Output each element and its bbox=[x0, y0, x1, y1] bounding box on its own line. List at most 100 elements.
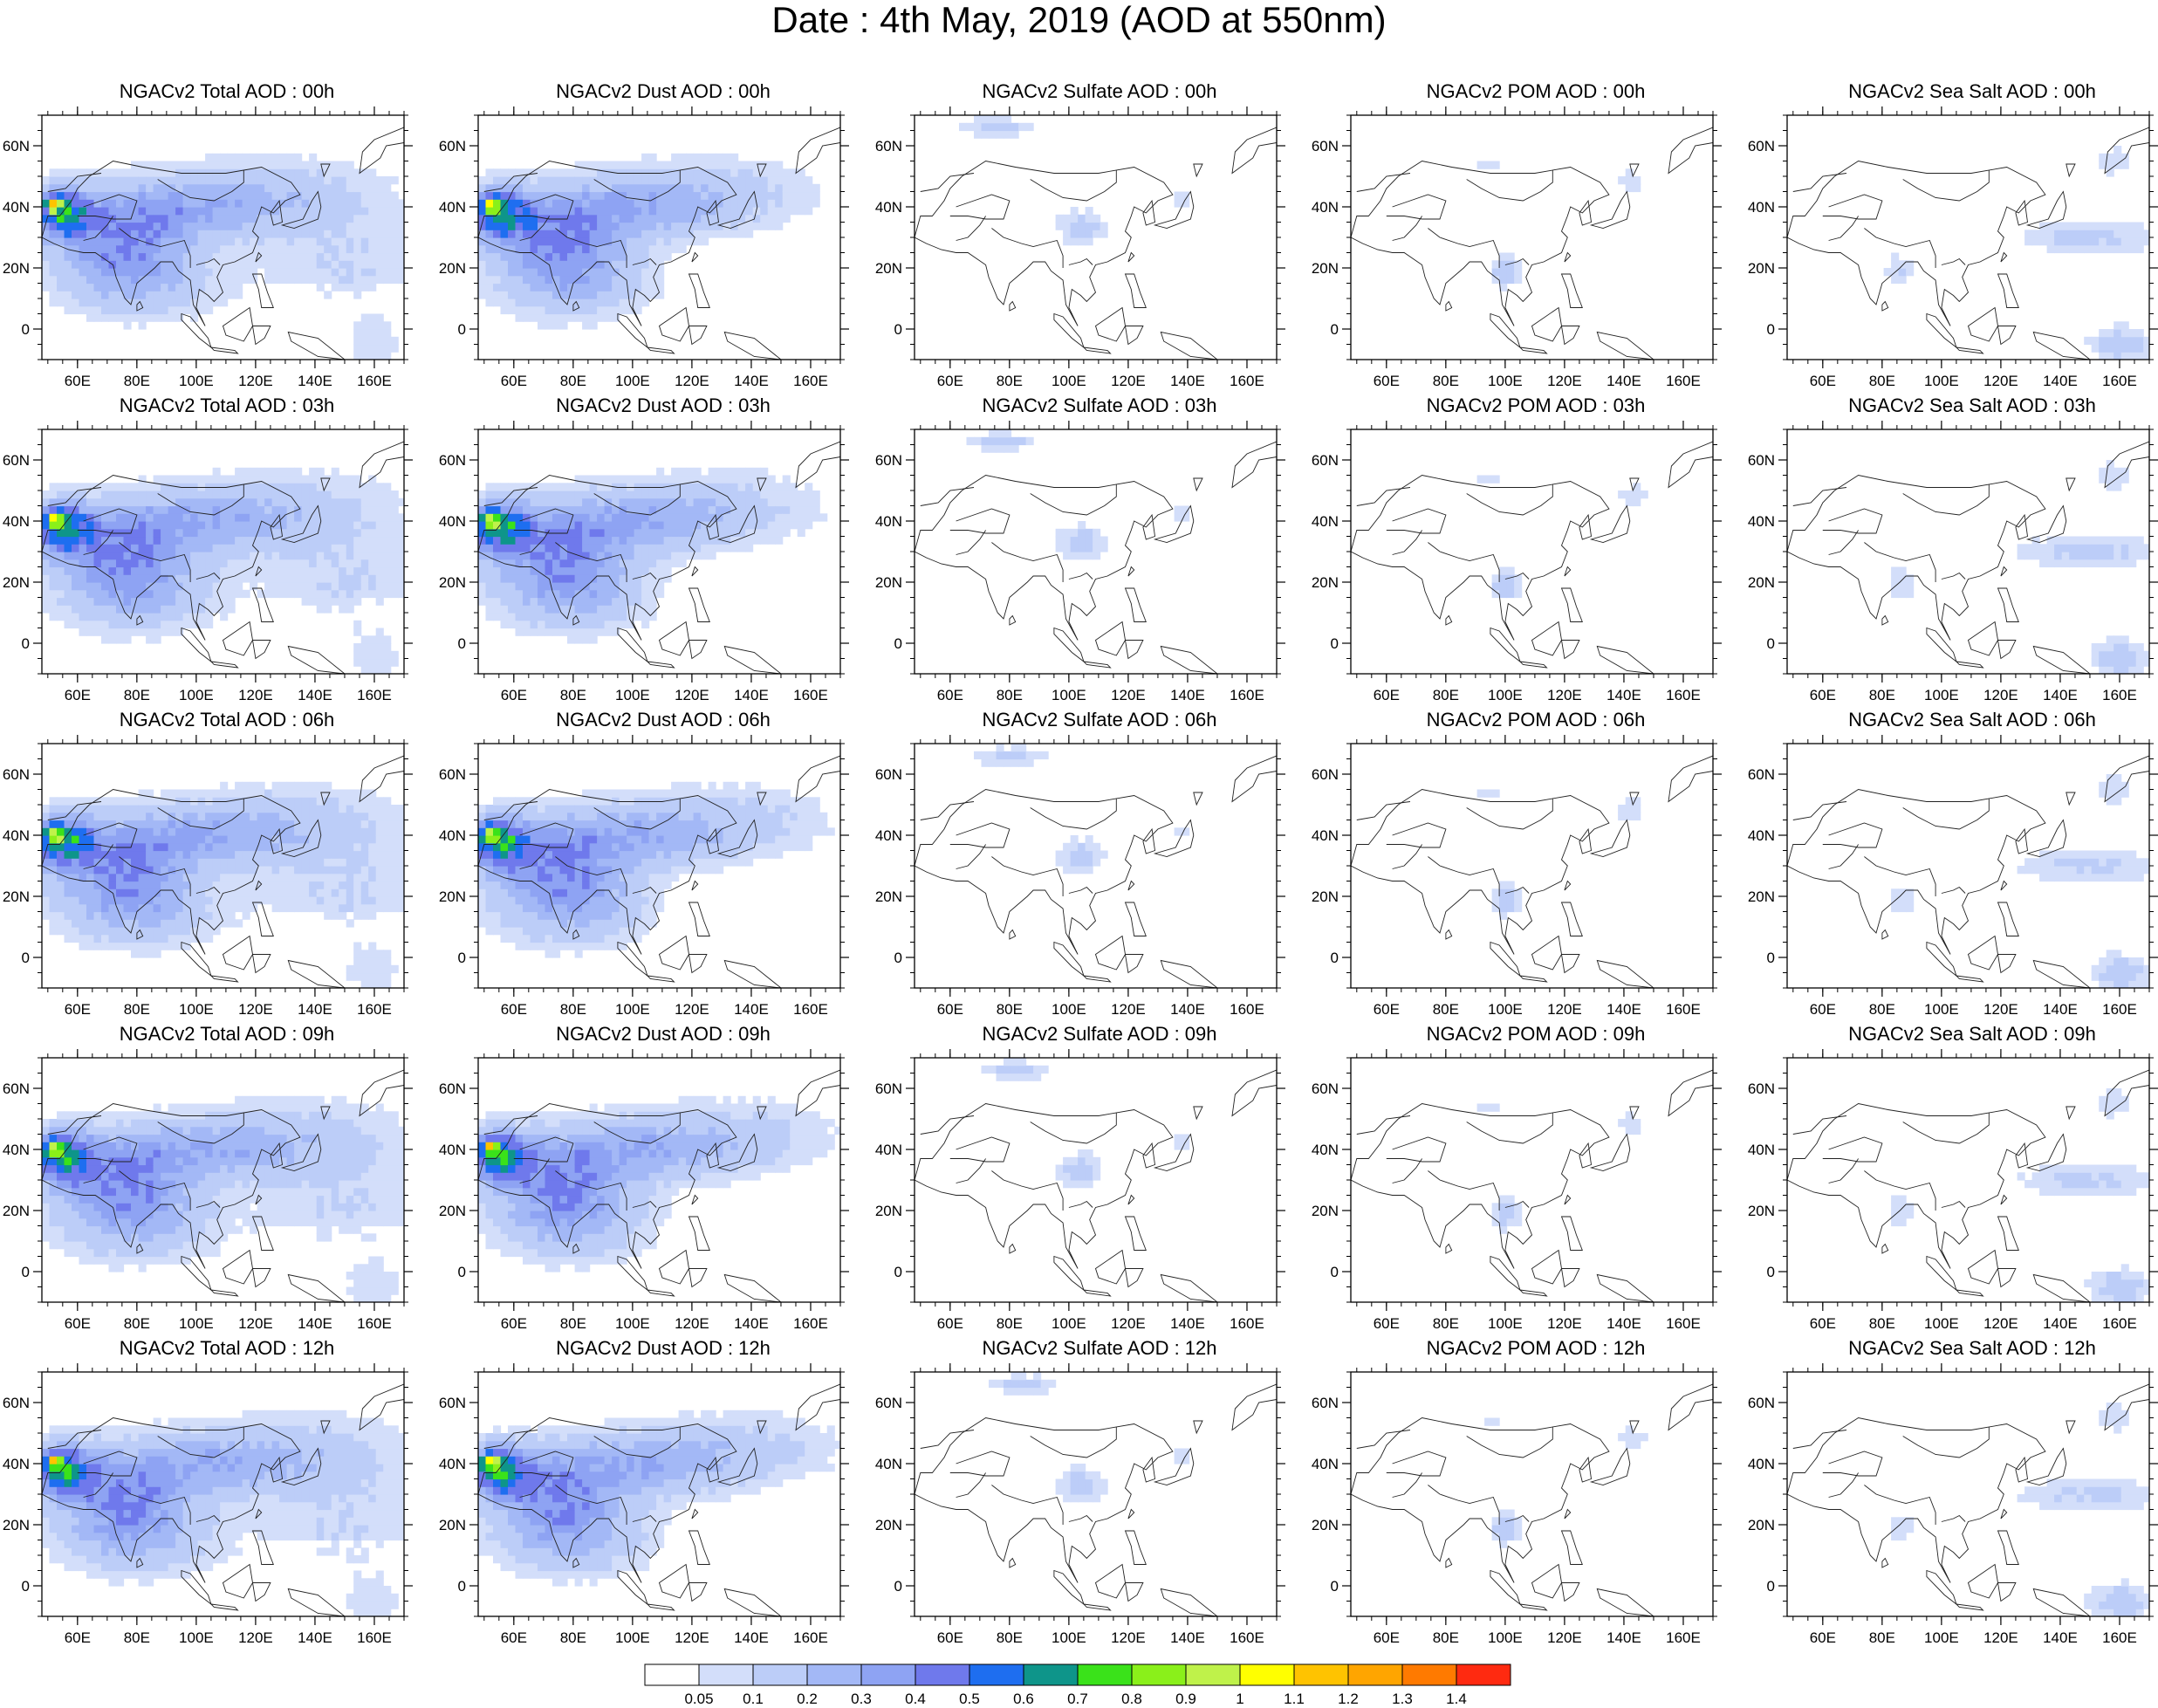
lon-tick-label: 80E bbox=[1869, 1315, 1895, 1332]
lat-tick-label: 40N bbox=[439, 199, 466, 216]
panel-title: NGACv2 Total AOD : 09h bbox=[119, 1023, 335, 1045]
lon-tick-label: 140E bbox=[1607, 687, 1641, 703]
lat-tick-label: 60N bbox=[1312, 1395, 1339, 1411]
map-panel-pom-00h: NGACv2 POM AOD : 00h 60E 80E 100E 120E 140E 16… bbox=[1309, 79, 1745, 389]
lon-tick-label: 140E bbox=[298, 1315, 332, 1332]
map-panel-dust-00h: NGACv2 Dust AOD : 00h 60E 80E 100E 120E 140E 1… bbox=[436, 79, 873, 389]
lon-tick-label: 120E bbox=[1547, 373, 1582, 389]
coastlines bbox=[42, 1383, 404, 1616]
lat-tick-label: 60N bbox=[3, 1080, 30, 1097]
map-panel-sulfate-12h: NGACv2 Sulfate AOD : 12h 60E 80E 100E 120E 14… bbox=[873, 1335, 1309, 1646]
lon-tick-label: 80E bbox=[560, 1315, 586, 1332]
panel-title: NGACv2 Total AOD : 12h bbox=[119, 1337, 335, 1359]
lon-tick-label: 60E bbox=[65, 1315, 91, 1332]
lat-tick-label: 40N bbox=[3, 1456, 30, 1472]
lat-tick-label: 40N bbox=[1312, 1456, 1339, 1472]
aod-shading bbox=[1476, 161, 1641, 292]
colorbar-swatch bbox=[1077, 1663, 1133, 1686]
map-frame bbox=[1350, 743, 1714, 989]
lon-tick-label: 60E bbox=[1810, 1001, 1836, 1018]
lon-tick-label: 120E bbox=[238, 1315, 273, 1332]
map-plot: 60E 80E 100E 120E 140E 160E 0 20N 40N 60N bbox=[875, 106, 1285, 389]
coastlines bbox=[915, 1383, 1277, 1616]
lon-tick-label: 120E bbox=[1111, 1315, 1146, 1332]
map-plot: 60E 80E 100E 120E 140E 160E 0 20N 40N 60N bbox=[875, 421, 1285, 703]
map-panel-seasalt-06h: NGACv2 Sea Salt AOD : 06h 60E 80E 100E 120E 1… bbox=[1745, 707, 2158, 1018]
lat-tick-label: 40N bbox=[439, 513, 466, 530]
coastlines bbox=[1351, 1069, 1713, 1302]
colorbar-swatch bbox=[1456, 1663, 1511, 1686]
aod-shading bbox=[1883, 146, 2149, 360]
lon-tick-label: 160E bbox=[357, 1629, 392, 1646]
colorbar-swatch bbox=[1347, 1663, 1403, 1686]
coastlines bbox=[915, 441, 1277, 674]
lon-tick-label: 100E bbox=[179, 687, 214, 703]
aod-shading bbox=[974, 744, 1190, 875]
lon-tick-label: 60E bbox=[1374, 1629, 1400, 1646]
lon-tick-label: 160E bbox=[793, 1001, 828, 1018]
lon-tick-label: 120E bbox=[1547, 1629, 1582, 1646]
panel-title: NGACv2 Sulfate AOD : 03h bbox=[982, 394, 1217, 416]
lat-tick-label: 60N bbox=[1312, 1080, 1339, 1097]
aod-shading bbox=[1476, 1103, 1641, 1234]
aod-shading bbox=[478, 1095, 840, 1272]
lon-tick-label: 100E bbox=[615, 1629, 650, 1646]
lon-tick-label: 80E bbox=[1869, 1629, 1895, 1646]
lat-tick-label: 20N bbox=[1312, 1517, 1339, 1533]
lon-tick-label: 160E bbox=[793, 1629, 828, 1646]
lat-tick-label: 60N bbox=[875, 452, 902, 469]
lat-tick-label: 0 bbox=[22, 950, 30, 966]
lon-tick-label: 80E bbox=[1433, 687, 1459, 703]
lon-tick-label: 80E bbox=[1433, 1001, 1459, 1018]
lat-tick-label: 0 bbox=[1331, 635, 1339, 652]
lon-tick-label: 120E bbox=[1983, 1001, 2018, 1018]
lon-tick-label: 120E bbox=[1983, 1315, 2018, 1332]
lon-tick-label: 60E bbox=[501, 1001, 527, 1018]
lat-tick-label: 0 bbox=[458, 635, 466, 652]
aod-shading bbox=[989, 1372, 1190, 1503]
lat-tick-label: 60N bbox=[3, 138, 30, 154]
lon-tick-label: 100E bbox=[1052, 1001, 1086, 1018]
colorbar-swatch bbox=[806, 1663, 862, 1686]
lon-tick-label: 160E bbox=[2102, 373, 2137, 389]
lon-tick-label: 100E bbox=[1488, 1629, 1523, 1646]
lon-tick-label: 140E bbox=[2043, 1001, 2078, 1018]
panel-title: NGACv2 POM AOD : 03h bbox=[1426, 394, 1646, 416]
lon-tick-label: 60E bbox=[65, 687, 91, 703]
lon-tick-label: 60E bbox=[1374, 373, 1400, 389]
lat-tick-label: 20N bbox=[875, 1203, 902, 1219]
map-plot: 60E 80E 100E 120E 140E 160E 0 20N 40N 60N bbox=[3, 735, 413, 1018]
lat-tick-label: 40N bbox=[439, 1142, 466, 1158]
lon-tick-label: 120E bbox=[238, 687, 273, 703]
lon-tick-label: 100E bbox=[1924, 1001, 1959, 1018]
coastlines bbox=[42, 1069, 404, 1302]
lat-tick-label: 20N bbox=[1312, 1203, 1339, 1219]
lat-tick-label: 20N bbox=[439, 1517, 466, 1533]
aod-shading bbox=[1891, 774, 2149, 988]
lat-tick-label: 0 bbox=[1767, 1264, 1775, 1280]
panel-title: NGACv2 Dust AOD : 09h bbox=[556, 1023, 771, 1045]
colorbar-label: 0.5 bbox=[959, 1691, 980, 1707]
lon-tick-label: 100E bbox=[1924, 1629, 1959, 1646]
map-panel-total-09h: NGACv2 Total AOD : 09h 60E 80E 100E 120E 140E… bbox=[0, 1021, 436, 1332]
lat-tick-label: 40N bbox=[875, 1142, 902, 1158]
lon-tick-label: 140E bbox=[298, 1001, 332, 1018]
lat-tick-label: 20N bbox=[3, 260, 30, 277]
lat-tick-label: 40N bbox=[875, 1456, 902, 1472]
panel-title: NGACv2 Total AOD : 03h bbox=[119, 394, 335, 416]
lon-tick-label: 60E bbox=[1810, 1315, 1836, 1332]
colorbar-swatch bbox=[644, 1663, 700, 1686]
lat-tick-label: 20N bbox=[875, 574, 902, 591]
lon-tick-label: 100E bbox=[179, 1315, 214, 1332]
lat-tick-label: 40N bbox=[1748, 199, 1775, 216]
lon-tick-label: 80E bbox=[124, 1629, 150, 1646]
panel-title: NGACv2 Dust AOD : 12h bbox=[556, 1337, 771, 1359]
lon-tick-label: 120E bbox=[1111, 687, 1146, 703]
lon-tick-label: 160E bbox=[357, 1315, 392, 1332]
aod-shading bbox=[959, 115, 1190, 246]
map-panel-dust-09h: NGACv2 Dust AOD : 09h 60E 80E 100E 120E 140E 1… bbox=[436, 1021, 873, 1332]
map-panel-pom-12h: NGACv2 POM AOD : 12h 60E 80E 100E 120E 140E 16… bbox=[1309, 1335, 1745, 1646]
aod-shading bbox=[1891, 460, 2149, 674]
lon-tick-label: 80E bbox=[1433, 373, 1459, 389]
lat-tick-label: 40N bbox=[1748, 1456, 1775, 1472]
